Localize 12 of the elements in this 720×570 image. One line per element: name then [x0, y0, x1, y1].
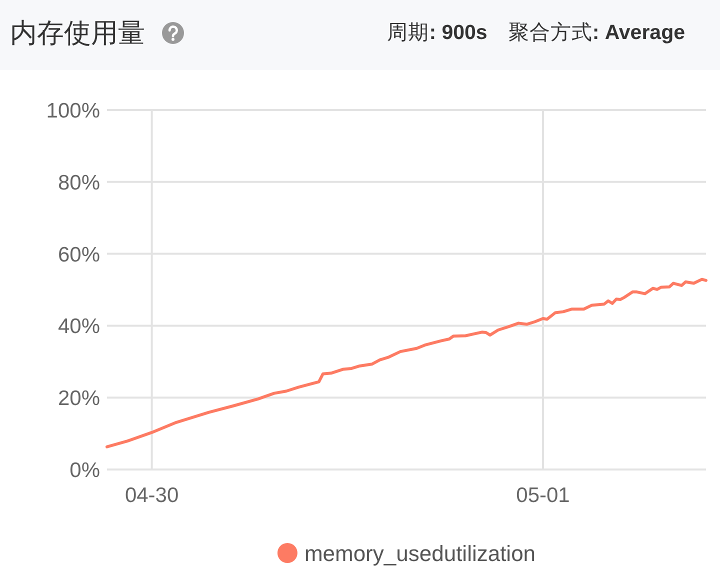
y-tick-label: 60% — [58, 243, 100, 266]
text: 周期: 900s — [387, 21, 488, 44]
y-tick-label: 40% — [58, 315, 100, 338]
text: 聚合方式: Average — [508, 21, 685, 44]
y-tick-label: 0% — [70, 459, 100, 482]
y-tick-label: 100% — [46, 100, 100, 122]
y-tick-label: 20% — [58, 387, 100, 410]
x-tick-label: 05-01 — [516, 484, 570, 507]
x-tick-label: 04-30 — [124, 484, 179, 507]
legend-label: memory_usedutilization — [304, 541, 536, 566]
y-tick-label: 80% — [58, 171, 100, 194]
chart-title: 内存使用量 — [10, 18, 145, 48]
